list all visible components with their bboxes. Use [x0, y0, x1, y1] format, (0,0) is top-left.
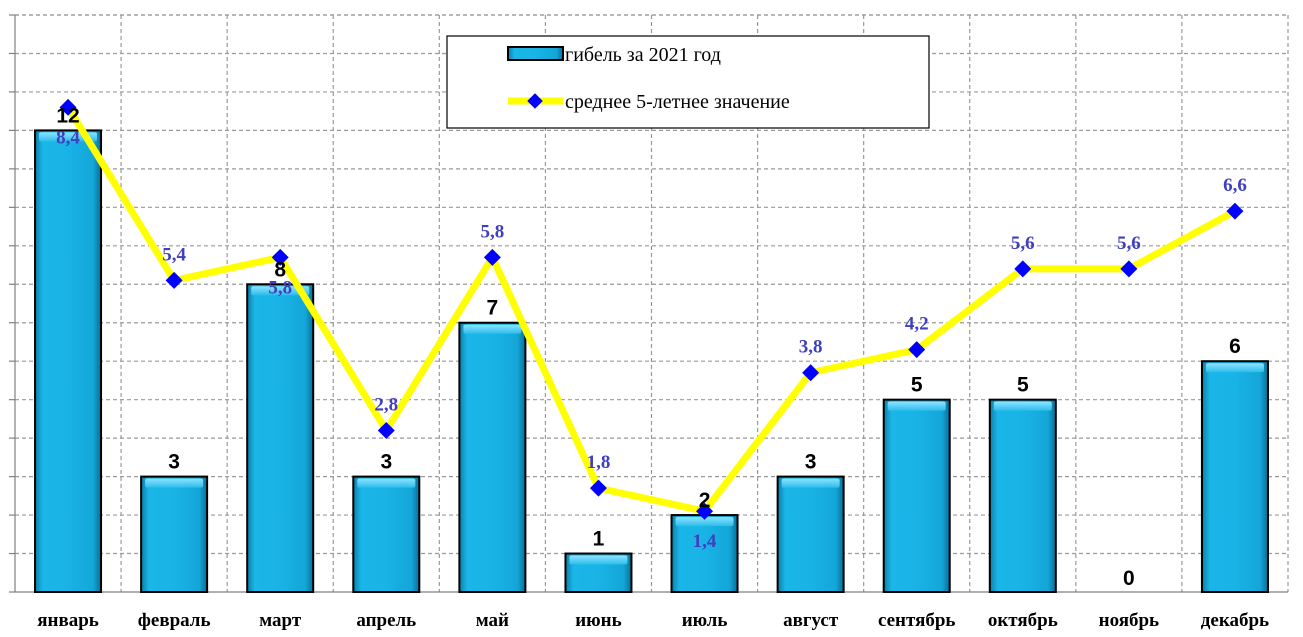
x-tick-label: декабрь — [1201, 610, 1269, 631]
bar-value-label: 5 — [1017, 374, 1029, 397]
average-marker-март — [271, 248, 289, 266]
bar-body — [1200, 360, 1269, 594]
average-value-label: 5,8 — [481, 221, 505, 242]
bar-апрель — [352, 475, 421, 594]
bar-cap — [993, 401, 1052, 411]
average-marker-октябрь — [1014, 260, 1032, 278]
grid-lines — [15, 14, 1289, 592]
bar-сентябрь — [882, 398, 951, 593]
bar-value-label: 8 — [274, 258, 286, 281]
bar-value-label: 7 — [487, 297, 499, 320]
axes — [9, 14, 1288, 593]
bar-март — [246, 283, 315, 593]
bar-июнь — [564, 552, 633, 593]
bar-февраль — [140, 475, 209, 594]
bar-body — [670, 514, 739, 593]
x-tick-label: октябрь — [988, 610, 1058, 631]
average-marker-февраль — [165, 271, 183, 289]
bar-cap — [357, 478, 416, 488]
bar-июль — [670, 514, 739, 593]
legend-bar-swatch — [507, 46, 564, 61]
average-value-label: 2,8 — [374, 394, 398, 415]
bar-body — [458, 321, 527, 593]
bar-series — [34, 129, 1269, 594]
bar-value-label: 0 — [1123, 567, 1135, 590]
average-marker-апрель — [377, 421, 395, 439]
legend-line-label: среднее 5-летнее значение — [565, 91, 790, 113]
bar-value-label: 3 — [805, 451, 817, 474]
bar-body — [140, 475, 209, 594]
average-value-label: 5,6 — [1117, 233, 1141, 254]
bar-декабрь — [1200, 360, 1269, 594]
x-tick-label: ноябрь — [1099, 610, 1159, 631]
bar-cap — [781, 478, 840, 488]
x-tick-label: июль — [682, 610, 728, 631]
bar-cap — [251, 286, 310, 296]
average-marker-июль — [696, 502, 714, 520]
bar-cap — [145, 478, 204, 488]
bar-cap — [1205, 363, 1264, 373]
bar-cap — [463, 324, 522, 334]
average-value-label: 1,4 — [693, 531, 717, 552]
average-marker-июнь — [589, 479, 607, 497]
average-value-label: 8,4 — [56, 127, 80, 148]
average-value-label: 1,8 — [587, 452, 611, 473]
average-marker-сентябрь — [908, 341, 926, 359]
x-tick-label: март — [259, 610, 302, 631]
average-line-series — [59, 98, 1244, 520]
bar-body — [776, 475, 845, 594]
x-tick-label: май — [476, 610, 509, 631]
bar-value-label: 3 — [380, 451, 392, 474]
average-marker-август — [802, 364, 820, 382]
bar-value-label: 5 — [911, 374, 923, 397]
average-marker-январь — [59, 98, 77, 116]
bar-body — [246, 283, 315, 593]
average-value-label: 3,8 — [799, 337, 823, 358]
bar-value-label: 6 — [1229, 335, 1241, 358]
x-tick-label: январь — [37, 610, 99, 631]
legend-bar-label: гибель за 2021 год — [565, 44, 721, 66]
bar-body — [34, 129, 103, 593]
bar-body — [882, 398, 951, 593]
bar-январь — [34, 129, 103, 593]
legend: гибель за 2021 год среднее 5-летнее знач… — [446, 35, 930, 129]
legend-item-bars: гибель за 2021 год — [507, 44, 721, 66]
bar-body — [352, 475, 421, 594]
bar-value-label: 3 — [168, 451, 180, 474]
bar-body — [988, 398, 1057, 593]
bar-август — [776, 475, 845, 594]
x-axis-labels: январь февраль март апрель май июнь июль август… — [37, 610, 1269, 631]
bar-cap — [887, 401, 946, 411]
x-tick-label: апрель — [356, 610, 416, 631]
x-tick-label: август — [783, 610, 839, 631]
bar-май — [458, 321, 527, 593]
average-value-label: 5,8 — [268, 277, 292, 298]
bar-value-label: 12 — [56, 104, 79, 127]
x-tick-label: сентябрь — [878, 610, 956, 631]
average-marker-май — [483, 248, 501, 266]
bar-value-label: 1 — [593, 528, 605, 551]
bar-cap — [675, 517, 734, 527]
average-value-label: 6,6 — [1223, 175, 1247, 196]
average-value-label: 4,2 — [905, 314, 929, 335]
average-value-label: 5,6 — [1011, 233, 1035, 254]
bar-октябрь — [988, 398, 1057, 593]
bar-cap — [569, 555, 628, 565]
average-value-label: 5,4 — [162, 244, 186, 265]
average-line — [65, 105, 1237, 515]
bar-value-label: 2 — [699, 489, 711, 512]
x-tick-label: февраль — [138, 610, 211, 631]
x-tick-label: июнь — [575, 610, 621, 631]
